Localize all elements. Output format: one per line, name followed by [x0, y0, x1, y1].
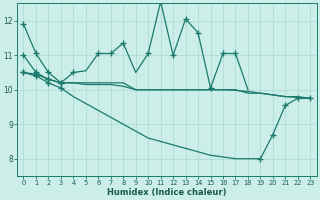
X-axis label: Humidex (Indice chaleur): Humidex (Indice chaleur): [107, 188, 227, 197]
